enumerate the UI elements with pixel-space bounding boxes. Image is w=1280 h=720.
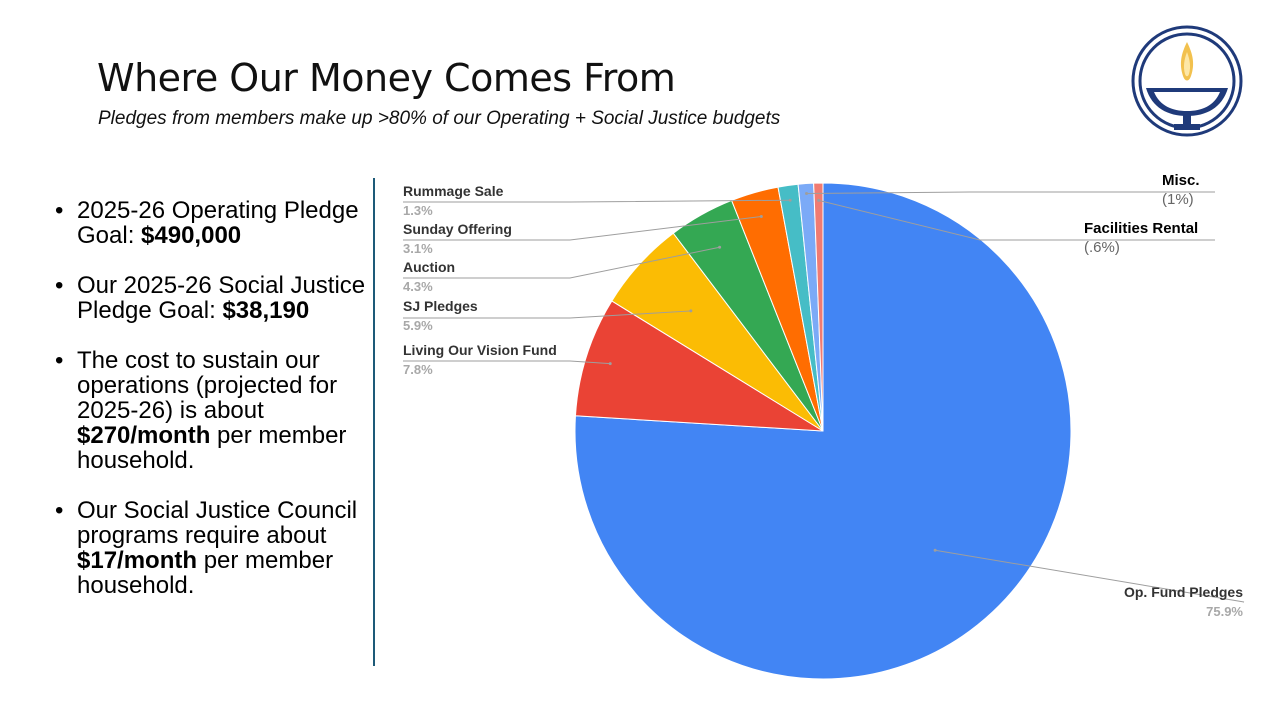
leader-dot-living-our-vision-fund xyxy=(608,362,612,366)
leader-dot-rummage-sale xyxy=(788,198,792,202)
slice-percent-op-fund-pledges: 75.9% xyxy=(1206,604,1243,619)
leader-dot-auction xyxy=(718,245,722,249)
key-points-list: 2025-26 Operating Pledge Goal: $490,000 … xyxy=(54,198,372,623)
bullet-operations-cost: The cost to sustain our operations (proj… xyxy=(54,348,372,473)
slice-label-sunday-offering: Sunday Offering xyxy=(403,221,512,237)
leader-line-facilities-rental xyxy=(818,199,1215,241)
leader-line-misc xyxy=(806,191,1215,194)
income-pie-chart: Op. Fund Pledges 75.9% Living Our Vision F… xyxy=(403,172,1245,680)
slice-percent-living-our-vision-fund: 7.8% xyxy=(403,362,433,377)
slice-label-op-fund-pledges: Op. Fund Pledges xyxy=(1124,584,1243,600)
slice-percent-facilities-rental: (.6%) xyxy=(1084,239,1120,256)
leader-line-sj-pledges xyxy=(403,310,691,319)
leader-line-rummage-sale xyxy=(403,199,791,203)
leader-dot-sunday-offering xyxy=(759,214,763,218)
leader-dot-misc xyxy=(805,191,809,195)
bullet-social-justice-pledge-goal: Our 2025-26 Social Justice Pledge Goal: … xyxy=(54,273,372,323)
leader-line-auction xyxy=(403,246,720,279)
slice-label-auction: Auction xyxy=(403,259,455,275)
bullet-social-justice-cost: Our Social Justice Council programs requ… xyxy=(54,498,372,598)
divider-line xyxy=(373,178,375,666)
leader-dot-facilities-rental xyxy=(817,198,821,202)
slice-percent-rummage-sale: 1.3% xyxy=(403,203,433,218)
flaming-chalice-icon xyxy=(1131,25,1243,137)
slice-label-living-our-vision-fund: Living Our Vision Fund xyxy=(403,342,557,358)
leader-dot-sj-pledges xyxy=(689,309,693,313)
slice-percent-sunday-offering: 3.1% xyxy=(403,241,433,256)
slide-title: Where Our Money Comes From xyxy=(97,56,676,100)
slice-percent-misc: (1%) xyxy=(1162,191,1194,208)
pie-slice-living-our-vision-fund xyxy=(574,300,824,432)
leader-line-sunday-offering xyxy=(403,215,762,241)
slice-percent-sj-pledges: 5.9% xyxy=(403,318,433,333)
slice-label-facilities-rental: Facilities Rental xyxy=(1084,220,1198,237)
bullet-operating-pledge-goal: 2025-26 Operating Pledge Goal: $490,000 xyxy=(54,198,372,248)
leader-line-living-our-vision-fund xyxy=(403,360,611,365)
slice-label-sj-pledges: SJ Pledges xyxy=(403,298,478,314)
leader-line-op-fund-pledges xyxy=(935,549,1245,603)
slice-label-rummage-sale: Rummage Sale xyxy=(403,183,504,199)
leader-dot-op-fund-pledges xyxy=(933,548,937,552)
slice-percent-auction: 4.3% xyxy=(403,279,433,294)
pie-slice-facilities-rental xyxy=(813,182,824,432)
slide-subtitle: Pledges from members make up >80% of our… xyxy=(98,108,781,129)
slice-label-misc: Misc. xyxy=(1162,172,1200,189)
